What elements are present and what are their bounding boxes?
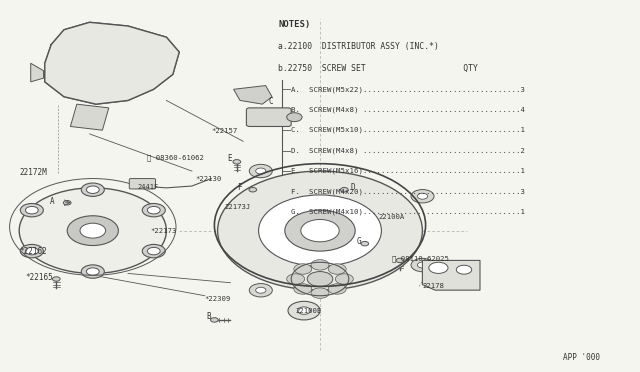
Polygon shape [31, 63, 44, 82]
Text: 22173J: 22173J [224, 204, 250, 210]
Circle shape [20, 244, 44, 258]
Circle shape [311, 288, 329, 298]
Text: Ⓑ 08110-62025: Ⓑ 08110-62025 [392, 255, 449, 262]
Text: C.  SCREW(M5x10)...................................1: C. SCREW(M5x10).........................… [291, 127, 525, 134]
Circle shape [218, 171, 422, 290]
Text: *22173: *22173 [150, 228, 177, 234]
Circle shape [298, 307, 310, 314]
Circle shape [147, 206, 160, 214]
Text: A.  SCREW(M5x22)...................................3: A. SCREW(M5x22).........................… [291, 86, 525, 93]
Text: A: A [50, 197, 54, 206]
Circle shape [456, 265, 472, 274]
Circle shape [255, 287, 266, 293]
Text: B.  SCREW(M4x8) ...................................4: B. SCREW(M4x8) .........................… [291, 106, 525, 113]
Circle shape [249, 283, 272, 297]
Text: *22157: *22157 [211, 128, 237, 134]
Text: D.  SCREW(M4x8) ...................................2: D. SCREW(M4x8) .........................… [291, 147, 525, 154]
Text: E: E [227, 154, 232, 163]
Text: 22100E: 22100E [296, 308, 322, 314]
Text: a.22100  DISTRIBUTOR ASSY (INC.*): a.22100 DISTRIBUTOR ASSY (INC.*) [278, 42, 439, 51]
Circle shape [287, 274, 305, 284]
Circle shape [80, 223, 106, 238]
Circle shape [233, 160, 241, 164]
Circle shape [147, 247, 160, 255]
Circle shape [340, 187, 348, 192]
Text: F: F [237, 183, 241, 192]
Circle shape [67, 216, 118, 246]
Text: b.22750  SCREW SET                    QTY: b.22750 SCREW SET QTY [278, 64, 478, 73]
Circle shape [81, 265, 104, 278]
Circle shape [287, 113, 302, 122]
Text: *22130: *22130 [195, 176, 221, 182]
Text: D: D [351, 183, 355, 192]
Circle shape [259, 195, 381, 266]
Circle shape [249, 187, 257, 192]
Circle shape [288, 301, 320, 320]
FancyBboxPatch shape [246, 108, 291, 126]
Polygon shape [422, 260, 480, 290]
Circle shape [81, 183, 104, 196]
Text: *22165: *22165 [26, 273, 53, 282]
Text: Ⓢ 08360-61062: Ⓢ 08360-61062 [147, 155, 204, 161]
Circle shape [86, 268, 99, 275]
FancyBboxPatch shape [129, 179, 156, 189]
Text: 2441F: 2441F [138, 184, 159, 190]
Circle shape [63, 201, 71, 205]
Text: 22100A: 22100A [379, 214, 405, 219]
Circle shape [335, 274, 353, 284]
Circle shape [86, 186, 99, 193]
Polygon shape [234, 86, 272, 104]
Circle shape [411, 259, 434, 272]
Text: 22172M: 22172M [19, 169, 47, 177]
Circle shape [26, 206, 38, 214]
Circle shape [301, 219, 339, 242]
Text: NOTES): NOTES) [278, 20, 310, 29]
Circle shape [256, 168, 266, 174]
Circle shape [52, 277, 60, 281]
Polygon shape [45, 22, 179, 104]
Circle shape [20, 203, 44, 217]
Circle shape [285, 210, 355, 251]
Circle shape [294, 264, 312, 274]
Circle shape [142, 244, 165, 258]
Text: C: C [269, 97, 273, 106]
Circle shape [396, 258, 404, 263]
Circle shape [294, 284, 312, 294]
Circle shape [328, 264, 346, 274]
Circle shape [307, 272, 333, 286]
Circle shape [26, 247, 38, 255]
Text: B: B [206, 312, 211, 321]
Circle shape [250, 164, 273, 178]
Text: APP '000: APP '000 [563, 353, 600, 362]
Circle shape [361, 241, 369, 246]
Text: *22162: *22162 [19, 247, 47, 256]
Circle shape [429, 262, 448, 273]
Circle shape [328, 284, 346, 294]
Circle shape [417, 193, 428, 199]
Circle shape [311, 260, 329, 270]
Circle shape [211, 318, 218, 322]
Circle shape [411, 190, 434, 203]
Text: E.  SCREW(M5x16)...................................1: E. SCREW(M5x16).........................… [291, 168, 525, 174]
Text: F.  SCREW(M4x20)...................................3: F. SCREW(M4x20).........................… [291, 188, 525, 195]
Circle shape [19, 188, 166, 273]
Polygon shape [70, 104, 109, 130]
Circle shape [417, 262, 428, 268]
Text: G: G [357, 237, 362, 246]
Text: G.  SCREW(M4x10)...................................1: G. SCREW(M4x10).........................… [291, 209, 525, 215]
Circle shape [142, 203, 165, 217]
Text: *22309: *22309 [205, 296, 231, 302]
Text: 22178: 22178 [422, 283, 444, 289]
